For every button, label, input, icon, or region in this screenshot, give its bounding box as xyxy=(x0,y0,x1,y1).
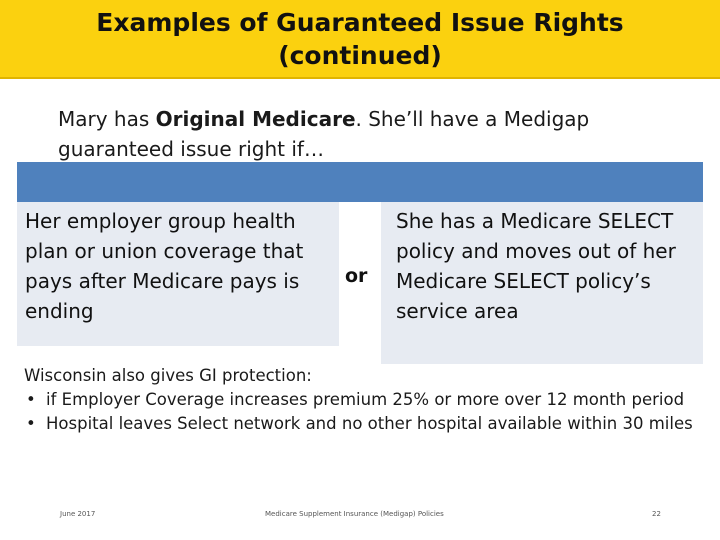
intro-prefix: Mary has xyxy=(58,107,156,131)
bullet-text: Hospital leaves Select network and no ot… xyxy=(46,414,693,433)
footer-title: Medicare Supplement Insurance (Medigap) … xyxy=(265,510,444,518)
bullet-text: if Employer Coverage increases premium 2… xyxy=(46,390,685,409)
wisconsin-heading: Wisconsin also gives GI protection: xyxy=(24,366,312,385)
bullet-icon: • xyxy=(26,414,36,433)
condition-box-left: Her employer group health plan or union … xyxy=(17,202,339,346)
title-bar: Examples of Guaranteed Issue Rights (con… xyxy=(0,0,720,79)
page-number: 22 xyxy=(652,510,661,518)
footer-date: June 2017 xyxy=(60,510,96,518)
intro-suffix: . She’ll have a Medigap guaranteed issue… xyxy=(58,107,590,161)
condition-right-text: She has a Medicare SELECT policy and mov… xyxy=(396,209,676,323)
bullet-icon: • xyxy=(26,390,36,409)
wisconsin-section: Wisconsin also gives GI protection: • if… xyxy=(24,364,704,436)
intro-text: Mary has Original Medicare. She’ll have … xyxy=(58,104,698,164)
slide-title: Examples of Guaranteed Issue Rights (con… xyxy=(40,6,680,72)
header-bar xyxy=(17,162,703,202)
list-item: • if Employer Coverage increases premium… xyxy=(24,388,704,412)
or-connector: or xyxy=(345,265,368,287)
slide-title-line-2: (continued) xyxy=(278,40,442,70)
slide-title-line-1: Examples of Guaranteed Issue Rights xyxy=(96,7,624,37)
list-item: • Hospital leaves Select network and no … xyxy=(24,412,704,436)
intro-bold: Original Medicare xyxy=(155,107,356,131)
condition-box-right: She has a Medicare SELECT policy and mov… xyxy=(381,202,703,364)
condition-left-text: Her employer group health plan or union … xyxy=(25,209,304,323)
